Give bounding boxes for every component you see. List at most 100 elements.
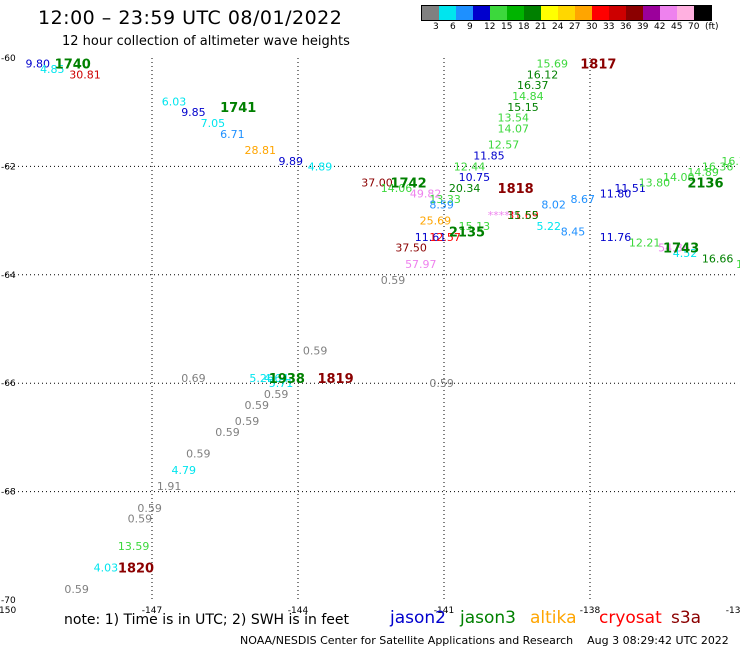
legend-label: (ft) (705, 22, 719, 32)
wave-height-label: 5.71 (269, 377, 294, 390)
legend-label: 45 (671, 22, 683, 32)
wave-height-label: 14.84 (512, 90, 544, 103)
legend-swatch (473, 6, 490, 20)
wave-height-label: 9.89 (279, 155, 304, 168)
x-tick-label: -147 (142, 606, 162, 616)
legend-swatch (439, 6, 456, 20)
y-tick-label: -66 (1, 379, 16, 389)
legend-swatch (694, 6, 711, 20)
satellite-jason2: jason2 (390, 608, 446, 628)
wave-height-label: 0.59 (244, 399, 269, 412)
legend-label: 15 (501, 22, 513, 32)
legend-swatch (677, 6, 694, 20)
track-time-labels: 1740 1741 1742 2135 1818 1817 2136 1743 1938 1819… (55, 57, 724, 576)
wave-height-label: 11.76 (600, 231, 632, 244)
wave-height-label: 54.86 (658, 242, 690, 255)
legend-swatch (456, 6, 473, 20)
wave-height-label: 0.59 (186, 448, 211, 461)
wave-height-label: 49.82 (410, 188, 442, 201)
wave-height-label: 15.15 (507, 101, 539, 114)
page-subtitle: 12 hour collection of altimeter wave hei… (62, 34, 350, 49)
wave-height-label: 8.45 (561, 225, 586, 238)
legend-swatch (660, 6, 677, 20)
track-time-label: 1820 (118, 561, 154, 576)
legend-label: 21 (535, 22, 547, 32)
wave-height-label: 14.00 (663, 171, 695, 184)
color-legend: 3 6 9 12 15 18 21 24 27 30 33 36 39 42 45 70 (ft) (421, 5, 719, 33)
wave-height-label: 4.85 (40, 63, 65, 76)
legend-swatch (422, 6, 439, 20)
wave-height-label: 31.69 (507, 209, 539, 222)
wave-height-label: 12.21 (629, 236, 661, 249)
wave-height-label: 0.59 (235, 415, 260, 428)
y-tick-label: -60 (1, 54, 16, 64)
wave-height-label: 12.44 (454, 160, 486, 173)
legend-swatch (490, 6, 507, 20)
track-time-label: 1741 (220, 101, 256, 116)
wave-height-label: 12.57 (429, 231, 461, 244)
wave-height-label: 37.50 (395, 242, 427, 255)
y-tick-label: -62 (1, 162, 16, 172)
legend-label: 9 (467, 22, 473, 32)
wave-height-label: 8.67 (571, 193, 596, 206)
wave-height-label: 4.03 (94, 561, 119, 574)
legend-label: 6 (450, 22, 456, 32)
wave-height-label: 6.71 (220, 128, 245, 141)
legend-swatch (507, 6, 524, 20)
wave-height-label: 14.07 (498, 122, 530, 135)
wave-height-label: 9.80 (25, 57, 50, 70)
track-time-label: 1938 (269, 372, 305, 387)
satellite-jason3: jason3 (460, 608, 516, 628)
wave-height-label: 10.75 (459, 171, 491, 184)
y-tick-label: -64 (1, 271, 16, 281)
legend-swatch (643, 6, 660, 20)
track-time-label: 1742 (390, 177, 426, 192)
wave-height-label: 16.12 (527, 68, 559, 81)
wave-height-label: 0.59 (264, 388, 289, 401)
wave-height-label: 5.22 (536, 220, 561, 233)
legend-label: 30 (586, 22, 598, 32)
track-time-label: 2136 (687, 177, 723, 192)
satellite-cryosat: cryosat (599, 608, 662, 628)
wave-height-label: 0.59 (128, 513, 152, 526)
wave-height-label: 14.89 (687, 166, 719, 179)
legend-label: 33 (603, 22, 615, 32)
wave-height-label: 5.26 (249, 372, 273, 385)
wave-height-label: 1.91 (157, 480, 182, 493)
wave-height-label: 13.59 (118, 540, 150, 553)
x-tick-label: -150 (0, 606, 16, 616)
wave-height-label: 15.69 (536, 57, 568, 70)
legend-swatch (541, 6, 558, 20)
wave-height-label: 6.03 (162, 95, 187, 108)
wave-height-label: 9.85 (181, 106, 206, 119)
track-time-label: 1819 (317, 372, 353, 387)
wave-height-label: 8.59 (429, 198, 454, 211)
track-time-label: 1818 (498, 182, 534, 197)
wave-height-label: 57.97 (405, 258, 437, 271)
x-axis-ticks: -150 -147 -144 -141 -138 -135 (0, 606, 740, 616)
wave-height-label: 13.33 (429, 193, 461, 206)
satellite-s3a: s3a (671, 608, 702, 628)
wave-height-label: 8.02 (541, 198, 566, 211)
wave-height-label: 25.69 (420, 215, 452, 228)
wave-height-label: ***** (488, 209, 516, 222)
legend-label: 42 (654, 22, 666, 32)
legend-swatch (609, 6, 626, 20)
wave-height-label: 37.00 (361, 177, 393, 190)
wave-height-label: 4.64 (264, 372, 289, 385)
wave-height-label: 11.85 (473, 150, 505, 163)
wave-height-label: 0.69 (181, 372, 206, 385)
wave-height-label: 0.59 (429, 377, 454, 390)
legend-swatch (592, 6, 609, 20)
wave-height-label: 11.51 (614, 182, 646, 195)
wave-height-label: 15.55 (507, 209, 539, 222)
legend-label: 70 (688, 22, 700, 32)
legend-swatch (524, 6, 541, 20)
legend-swatch (558, 6, 575, 20)
wave-height-label: 30.81 (69, 68, 101, 81)
footnote: note: 1) Time is in UTC; 2) SWH is in fe… (64, 612, 350, 628)
observation-labels: 9.804.85 30.81 6.039.857.056.71 28.819.89 4.… (25, 57, 740, 596)
y-axis-ticks: -60 -62 -64 -66 -68 -70 (1, 54, 16, 606)
track-time-label: 1740 (55, 57, 91, 72)
